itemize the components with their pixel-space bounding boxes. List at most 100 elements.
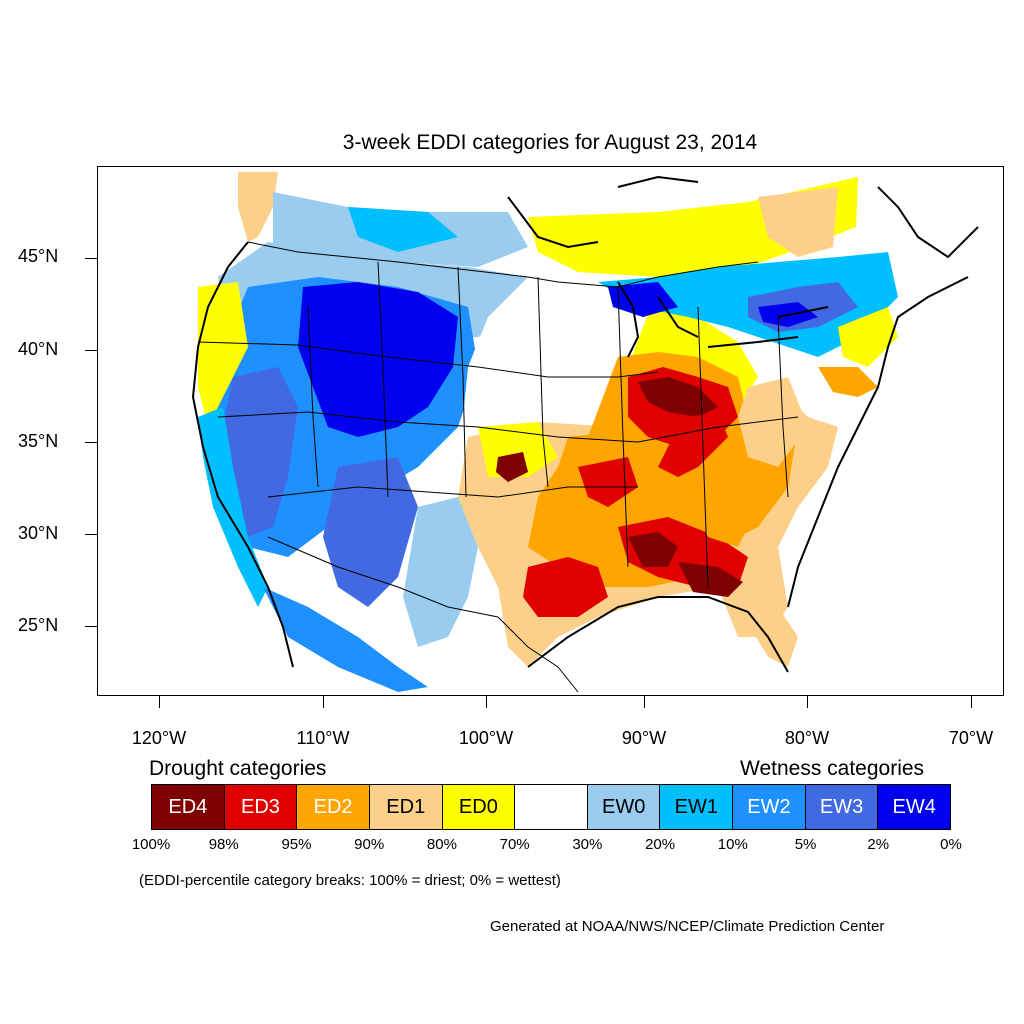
wetness-categories-heading: Wetness categories: [740, 757, 925, 780]
region-oklahoma-ed4: [496, 452, 528, 482]
lon-label-100: 100°W: [458, 728, 514, 748]
lake-huron-shore: [657, 296, 699, 338]
lake-erie-shore: [707, 336, 799, 348]
lat-label-30: 30°N: [18, 523, 59, 543]
percentile-label: 20%: [645, 836, 676, 853]
region-west-coast-ed0: [198, 282, 248, 427]
state-line-col3: [457, 266, 467, 498]
lat-tick-30: [85, 534, 97, 535]
pacific-coast: [191, 241, 294, 668]
region-mississippi-ed4: [628, 532, 678, 567]
region-ca-coast-ew1: [198, 407, 268, 607]
us-canada-border-east: [557, 261, 759, 288]
lat-tick-40: [85, 350, 97, 351]
lon-tick-90: [644, 696, 645, 708]
lon-label-90: 90°W: [621, 728, 667, 748]
percentile-label: 5%: [794, 836, 817, 853]
lake-ontario-shore: [777, 306, 829, 318]
percentile-label: 100%: [131, 836, 171, 853]
gulf-st-lawrence-shore: [877, 186, 979, 259]
legend-cell-ed4: ED4: [152, 785, 225, 829]
map-title: 3-week EDDI categories for August 23, 20…: [342, 131, 758, 154]
region-illinois-ed4: [638, 377, 718, 417]
northeast-us: [598, 252, 898, 547]
state-line-col1: [307, 306, 319, 488]
region-canada-ew1: [348, 207, 458, 252]
lon-tick-100: [486, 696, 487, 708]
coastlines: [191, 175, 979, 673]
southern-us: [458, 352, 838, 667]
percentile-label: 90%: [354, 836, 385, 853]
gulf-coast: [527, 596, 789, 673]
state-line-row2: [217, 411, 799, 443]
lat-label-25: 25°N: [18, 615, 59, 635]
state-line-col6: [697, 306, 709, 588]
drought-categories-heading: Drought categories: [149, 757, 327, 780]
region-pnw-canada-ed1: [238, 172, 278, 242]
state-line-col2: [377, 261, 389, 498]
percentile-label: 0%: [940, 836, 962, 853]
state-line-col7: [777, 316, 789, 498]
region-mid-atlantic-ed2: [818, 367, 878, 397]
lat-label-35: 35°N: [18, 431, 59, 451]
western-us: [198, 242, 538, 692]
category-breaks-note: (EDDI-percentile category breaks: 100% =…: [139, 872, 561, 889]
canada-band: [238, 172, 858, 277]
region-carolinas-ed1: [738, 377, 808, 467]
rio-grande: [497, 616, 579, 693]
region-rockies-ew4: [298, 282, 458, 437]
legend-cell-normal: [515, 785, 588, 829]
percentile-label: 10%: [717, 836, 748, 853]
region-texas-ed3: [523, 557, 608, 617]
region-ontario-ed1: [758, 187, 838, 257]
credit-line: Generated at NOAA/NWS/NCEP/Climate Predi…: [490, 918, 885, 935]
lon-tick-80: [807, 696, 808, 708]
percentile-label: 80%: [426, 836, 457, 853]
region-michigan-ew4: [608, 282, 678, 317]
legend-cell-ed1: ED1: [369, 785, 443, 829]
lat-tick-35: [85, 442, 97, 443]
lat-label-45: 45°N: [18, 246, 59, 266]
legend-cell-ew4: EW4: [878, 785, 951, 829]
us-mexico-border: [267, 536, 499, 618]
lon-label-80: 80°W: [784, 728, 830, 748]
percentile-label: 70%: [499, 836, 530, 853]
legend-cell-ew2: EW2: [733, 785, 806, 829]
boundary-lines: [197, 241, 799, 693]
legend-cell-ed2: ED2: [297, 785, 370, 829]
hudson-bay-shore: [617, 175, 699, 188]
region-alabama-ed4: [678, 562, 743, 597]
region-georgia-ed2: [693, 457, 758, 547]
lat-tick-45: [85, 258, 97, 259]
legend-cell-ed3: ED3: [224, 785, 298, 829]
region-southwest-ew3: [323, 457, 418, 607]
state-line-col4: [537, 276, 549, 488]
region-great-basin-ew3: [223, 367, 298, 537]
region-arkansas-ed3: [578, 457, 638, 507]
eddi-map: [97, 166, 1004, 696]
lat-label-40: 40°N: [18, 339, 59, 359]
state-line-row3: [267, 486, 638, 498]
percentile-label: 95%: [281, 836, 312, 853]
state-line-col5: [617, 286, 629, 568]
lon-tick-70: [971, 696, 972, 708]
legend-cell-ew3: EW3: [805, 785, 879, 829]
percentile-label: 98%: [208, 836, 239, 853]
percentile-label: 2%: [867, 836, 890, 853]
lon-tick-110: [323, 696, 324, 708]
lon-label-120: 120°W: [131, 728, 187, 748]
lake-michigan-shore: [617, 281, 640, 358]
region-new-england-ed0: [838, 307, 898, 367]
lon-label-110: 110°W: [296, 728, 350, 748]
region-mexico-ew2: [263, 587, 428, 692]
lake-superior-shore: [507, 196, 599, 249]
state-line-row1: [197, 341, 659, 378]
legend-cell-ed0: ED0: [442, 785, 516, 829]
lat-tick-25: [85, 626, 97, 627]
percentile-label: 30%: [572, 836, 603, 853]
legend-cell-ew1: EW1: [660, 785, 734, 829]
legend-cell-ew0: EW0: [587, 785, 661, 829]
lon-label-70: 70°W: [948, 728, 994, 748]
category-legend: ED4 ED3 ED2 ED1 ED0 EW0 EW1 EW2 EW3 EW4: [151, 784, 951, 830]
atlantic-coast: [787, 276, 969, 608]
